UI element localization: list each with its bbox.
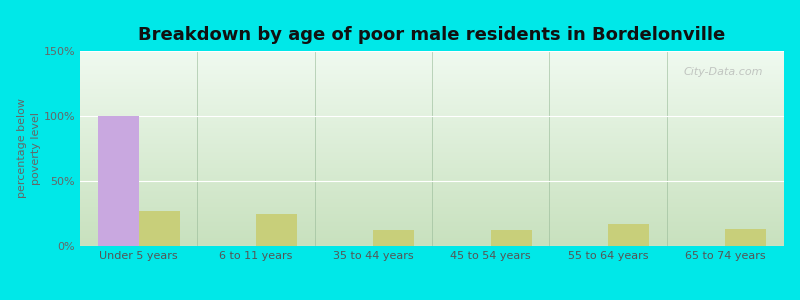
Bar (490, 230, 532, 246)
Bar (608, 224, 649, 246)
Y-axis label: percentage below
poverty level: percentage below poverty level (17, 98, 41, 199)
Bar (726, 229, 766, 246)
Text: City-Data.com: City-Data.com (683, 67, 763, 76)
Bar (256, 214, 297, 246)
Bar (374, 230, 414, 246)
Title: Breakdown by age of poor male residents in Bordelonville: Breakdown by age of poor male residents … (138, 26, 726, 44)
Bar (98, 116, 138, 246)
Bar (138, 211, 180, 246)
